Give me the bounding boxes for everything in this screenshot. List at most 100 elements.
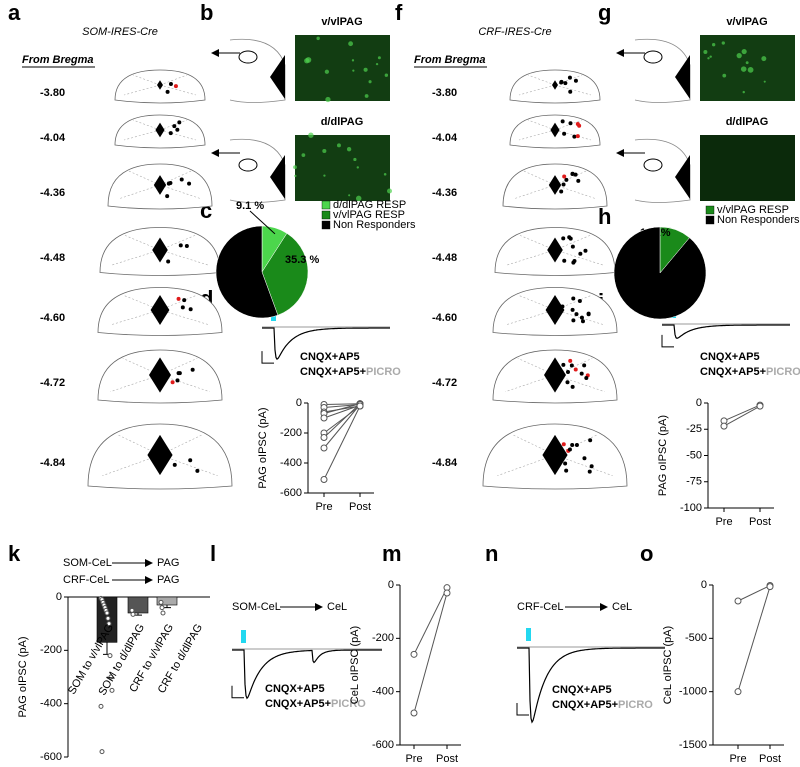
cell-dot xyxy=(561,362,566,367)
cell-signal xyxy=(763,80,766,83)
cell-dot xyxy=(180,305,185,310)
cell-dot xyxy=(573,78,578,83)
cell-signal xyxy=(721,41,725,45)
cell-dot xyxy=(587,469,592,474)
pathway-from: SOM-CeL xyxy=(63,557,112,569)
pair-line xyxy=(413,587,448,655)
drug-label: CNQX+AP5+PICRO xyxy=(700,366,800,378)
section-guide xyxy=(554,249,604,266)
cell-signal xyxy=(707,57,710,60)
cell-dot xyxy=(565,370,570,375)
cell-signal xyxy=(301,153,306,158)
aqueduct xyxy=(547,237,563,263)
cell-dot xyxy=(176,371,181,376)
legend-label: v/vlPAG RESP xyxy=(717,204,789,216)
y-tick-label: -400 xyxy=(280,457,302,469)
data-point xyxy=(160,610,166,616)
cell-signal xyxy=(323,174,326,177)
cell-signal xyxy=(348,41,354,47)
cell-signal xyxy=(364,94,369,98)
bregma-level: -4.48 xyxy=(40,252,65,264)
cell-dot xyxy=(582,363,587,368)
aqueduct xyxy=(150,294,170,326)
aqueduct xyxy=(675,55,690,99)
cell-dot xyxy=(165,194,170,199)
pair-point xyxy=(410,650,418,658)
image-label: d/dlPAG xyxy=(321,116,364,128)
bregma-level: -3.80 xyxy=(432,87,457,99)
cell-dot xyxy=(179,177,184,182)
aqueduct xyxy=(550,122,560,138)
pair-point xyxy=(320,476,328,483)
pair-line xyxy=(413,592,448,714)
light-pulse xyxy=(241,630,246,643)
x-tick-label: Post xyxy=(349,501,371,513)
cell-dot xyxy=(570,384,575,389)
cell-signal xyxy=(316,36,320,41)
cell-dot xyxy=(570,172,575,177)
y-tick-label: -200 xyxy=(372,632,394,644)
y-axis-label: PAG oIPSC (pA) xyxy=(257,407,269,488)
cell-dot xyxy=(569,363,574,368)
section-guide xyxy=(159,249,209,266)
cell-dot xyxy=(565,380,570,385)
cell-dot xyxy=(574,312,579,317)
pair-point xyxy=(320,414,328,422)
cell-signal xyxy=(741,49,747,55)
panel-letter: l xyxy=(210,541,216,566)
section-guide xyxy=(159,184,202,200)
cell-dot xyxy=(583,248,588,253)
cell-dot xyxy=(561,236,566,241)
pair-line xyxy=(737,585,771,602)
legend-swatch xyxy=(321,200,331,210)
cell-signal xyxy=(375,62,379,66)
cell-dot xyxy=(559,454,564,459)
y-axis-label: CeL oIPSC (pA) xyxy=(662,626,674,704)
section-guide xyxy=(159,74,188,86)
cell-dot xyxy=(572,134,577,139)
section-guide xyxy=(554,170,587,186)
pathway-from: CRF-CeL xyxy=(517,601,563,613)
cell-dot xyxy=(580,319,585,324)
legend-swatch xyxy=(321,220,331,230)
section-guide xyxy=(159,234,197,251)
pair-line xyxy=(323,405,361,434)
y-tick-label: -600 xyxy=(40,751,62,763)
pathway-from: CRF-CeL xyxy=(63,574,109,586)
section-guide xyxy=(554,119,583,131)
x-tick-label: Pre xyxy=(315,501,332,513)
cell-signal xyxy=(722,73,727,78)
cell-signal xyxy=(709,55,712,58)
section-guide xyxy=(554,358,593,376)
cell-dot xyxy=(175,378,180,383)
pathway-from: SOM-CeL xyxy=(232,601,281,613)
cell-signal xyxy=(353,157,357,162)
scale-bar xyxy=(231,685,244,699)
cell-dot xyxy=(560,304,565,309)
legend-swatch xyxy=(705,215,715,225)
y-tick-label: -1500 xyxy=(679,739,707,751)
cell-dot xyxy=(582,456,587,461)
cell-dot xyxy=(578,251,583,256)
drug-label: CNQX+AP5+ xyxy=(552,699,618,711)
section-guide xyxy=(554,234,592,251)
washout-label: PICRO xyxy=(618,699,653,711)
pathway-to: PAG xyxy=(157,557,179,569)
section-guide xyxy=(527,119,556,131)
cell-signal xyxy=(740,66,747,72)
pathway-to: CeL xyxy=(612,601,632,613)
cell-dot xyxy=(579,371,584,376)
bregma-level: -4.72 xyxy=(432,377,457,389)
y-tick-label: -400 xyxy=(372,686,394,698)
cell-dot xyxy=(573,172,578,177)
section-guide xyxy=(159,170,192,186)
legend-label: v/vlPAG RESP xyxy=(333,209,405,221)
cell-signal xyxy=(356,166,359,169)
section-guide xyxy=(159,358,198,376)
cell-dot xyxy=(574,442,579,447)
legend-label: Non Responders xyxy=(717,214,800,226)
cell-signal xyxy=(322,148,327,154)
cell-signal xyxy=(736,52,742,59)
y-tick-label: -400 xyxy=(40,698,62,710)
legend-label: Non Responders xyxy=(333,219,416,231)
